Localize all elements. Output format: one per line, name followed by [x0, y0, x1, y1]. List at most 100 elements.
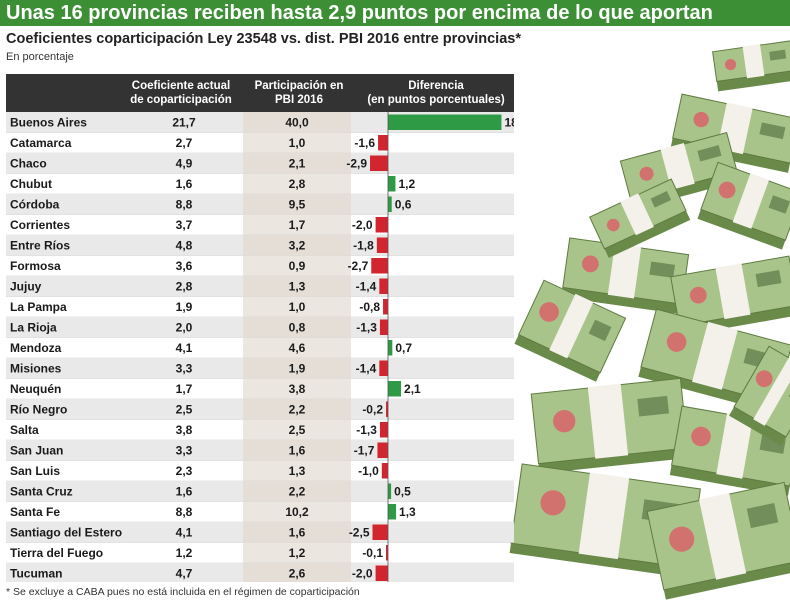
- diferencia-label: 18,3: [504, 116, 514, 130]
- diferencia-bar-negative: [381, 463, 388, 479]
- flower-emblem: [553, 409, 576, 433]
- coeficiente-value: 4,9: [176, 157, 193, 171]
- paper-band: [753, 356, 790, 426]
- paper-band: [715, 263, 751, 320]
- paper-band: [716, 413, 754, 479]
- diferencia-bar-negative: [379, 360, 388, 376]
- coeficiente-value: 2,0: [176, 321, 193, 335]
- pbi-value: 3,8: [289, 382, 306, 396]
- pbi-column-shade: [243, 563, 351, 582]
- pbi-column-shade: [243, 358, 351, 379]
- paper-band: [587, 383, 629, 459]
- note-denomination-mark: [759, 122, 786, 140]
- province-label: Neuquén: [10, 382, 61, 396]
- diferencia-label: -1,7: [354, 444, 375, 458]
- diferencia-label: -1,3: [356, 321, 377, 335]
- province-label: Santiago del Estero: [10, 526, 122, 540]
- diferencia-bar-negative: [379, 278, 388, 294]
- column-header-3-line-2: (en puntos porcentuales): [367, 94, 505, 106]
- pbi-column-shade: [243, 542, 351, 563]
- coeficiente-value: 2,5: [176, 403, 193, 417]
- pbi-column-shade: [243, 276, 351, 297]
- note-denomination-mark: [649, 261, 676, 278]
- diferencia-label: -2,5: [349, 526, 370, 540]
- province-label: Tucuman: [10, 567, 62, 581]
- diferencia-bar-negative: [375, 217, 388, 233]
- pbi-value: 1,6: [289, 526, 306, 540]
- paper-band: [660, 143, 695, 190]
- diferencia-bar-negative: [386, 545, 388, 561]
- diferencia-label: -2,9: [346, 157, 367, 171]
- pbi-value: 4,6: [289, 341, 306, 355]
- diferencia-label: -2,0: [352, 567, 373, 581]
- note-denomination-mark: [588, 319, 612, 342]
- pbi-value: 0,8: [289, 321, 306, 335]
- province-label: La Pampa: [10, 300, 67, 314]
- flower-emblem: [666, 332, 687, 352]
- province-label: Salta: [10, 423, 39, 437]
- pbi-value: 1,9: [289, 362, 306, 376]
- diferencia-bar-negative: [372, 524, 388, 540]
- province-label: La Rioja: [10, 321, 57, 335]
- diferencia-bar-negative: [383, 299, 388, 315]
- flower-emblem: [689, 286, 707, 304]
- note-denomination-mark: [755, 269, 782, 288]
- pbi-value: 1,0: [289, 300, 306, 314]
- pbi-value: 2,2: [289, 403, 306, 417]
- paper-band: [692, 321, 738, 390]
- province-label: Chaco: [10, 157, 47, 171]
- banknote-stack: [514, 279, 627, 382]
- diferencia-label: -0,8: [359, 300, 380, 314]
- province-label: San Luis: [10, 464, 60, 478]
- coeficiente-value: 1,7: [176, 382, 193, 396]
- flower-emblem: [691, 426, 711, 447]
- pbi-column-shade: [243, 522, 351, 543]
- table-chart: Coeficiente actual de coparticipación Part…: [6, 74, 514, 582]
- paper-band: [607, 243, 642, 299]
- paper-band: [732, 173, 770, 229]
- pbi-column-shade: [243, 173, 351, 194]
- pbi-column-shade: [243, 399, 351, 420]
- paper-band: [742, 44, 765, 79]
- province-label: Mendoza: [10, 341, 62, 355]
- banknote-stack: [589, 178, 691, 258]
- diferencia-label: -2,0: [352, 218, 373, 232]
- diferencia-label: -0,2: [362, 403, 383, 417]
- diferencia-bar-negative: [376, 237, 388, 253]
- pbi-column-shade: [243, 235, 351, 256]
- flower-emblem: [540, 490, 566, 516]
- diferencia-label: -1,0: [358, 464, 379, 478]
- diferencia-bar-positive: [388, 381, 402, 397]
- note-denomination-mark: [697, 145, 722, 162]
- diferencia-bar-negative: [377, 442, 388, 458]
- pbi-value: 1,3: [289, 280, 306, 294]
- pbi-value: 10,2: [285, 505, 309, 519]
- pbi-column-shade: [243, 153, 351, 174]
- headline: Unas 16 provincias reciben hasta 2,9 pun…: [0, 0, 790, 26]
- diferencia-label: -1,4: [356, 362, 377, 376]
- province-label: Misiones: [10, 362, 62, 376]
- banknote-stack: [712, 40, 790, 92]
- pbi-column-shade: [243, 214, 351, 235]
- pbi-column-shade: [243, 501, 351, 522]
- flower-emblem: [724, 58, 737, 71]
- note-denomination-mark: [637, 395, 670, 417]
- diferencia-label: -1,8: [353, 239, 374, 253]
- coeficiente-value: 1,6: [176, 177, 193, 191]
- pbi-column-shade: [243, 419, 351, 440]
- coeficiente-value: 4,1: [176, 341, 193, 355]
- province-label: Santa Fe: [10, 505, 60, 519]
- coeficiente-value: 4,8: [176, 239, 193, 253]
- note-denomination-mark: [650, 191, 672, 208]
- column-header-1-line-1: Coeficiente actual: [132, 80, 230, 92]
- column-header-2-line-1: Participación en: [255, 80, 344, 92]
- column-header-1-line-2: de coparticipación: [130, 94, 232, 106]
- diferencia-bar-positive: [388, 176, 396, 192]
- pbi-value: 1,3: [289, 464, 306, 478]
- table-header: [6, 74, 514, 112]
- pbi-value: 0,9: [289, 259, 306, 273]
- coeficiente-value: 3,7: [176, 218, 193, 232]
- paper-band: [699, 493, 747, 580]
- pbi-column-shade: [243, 460, 351, 481]
- pbi-value: 9,5: [289, 198, 306, 212]
